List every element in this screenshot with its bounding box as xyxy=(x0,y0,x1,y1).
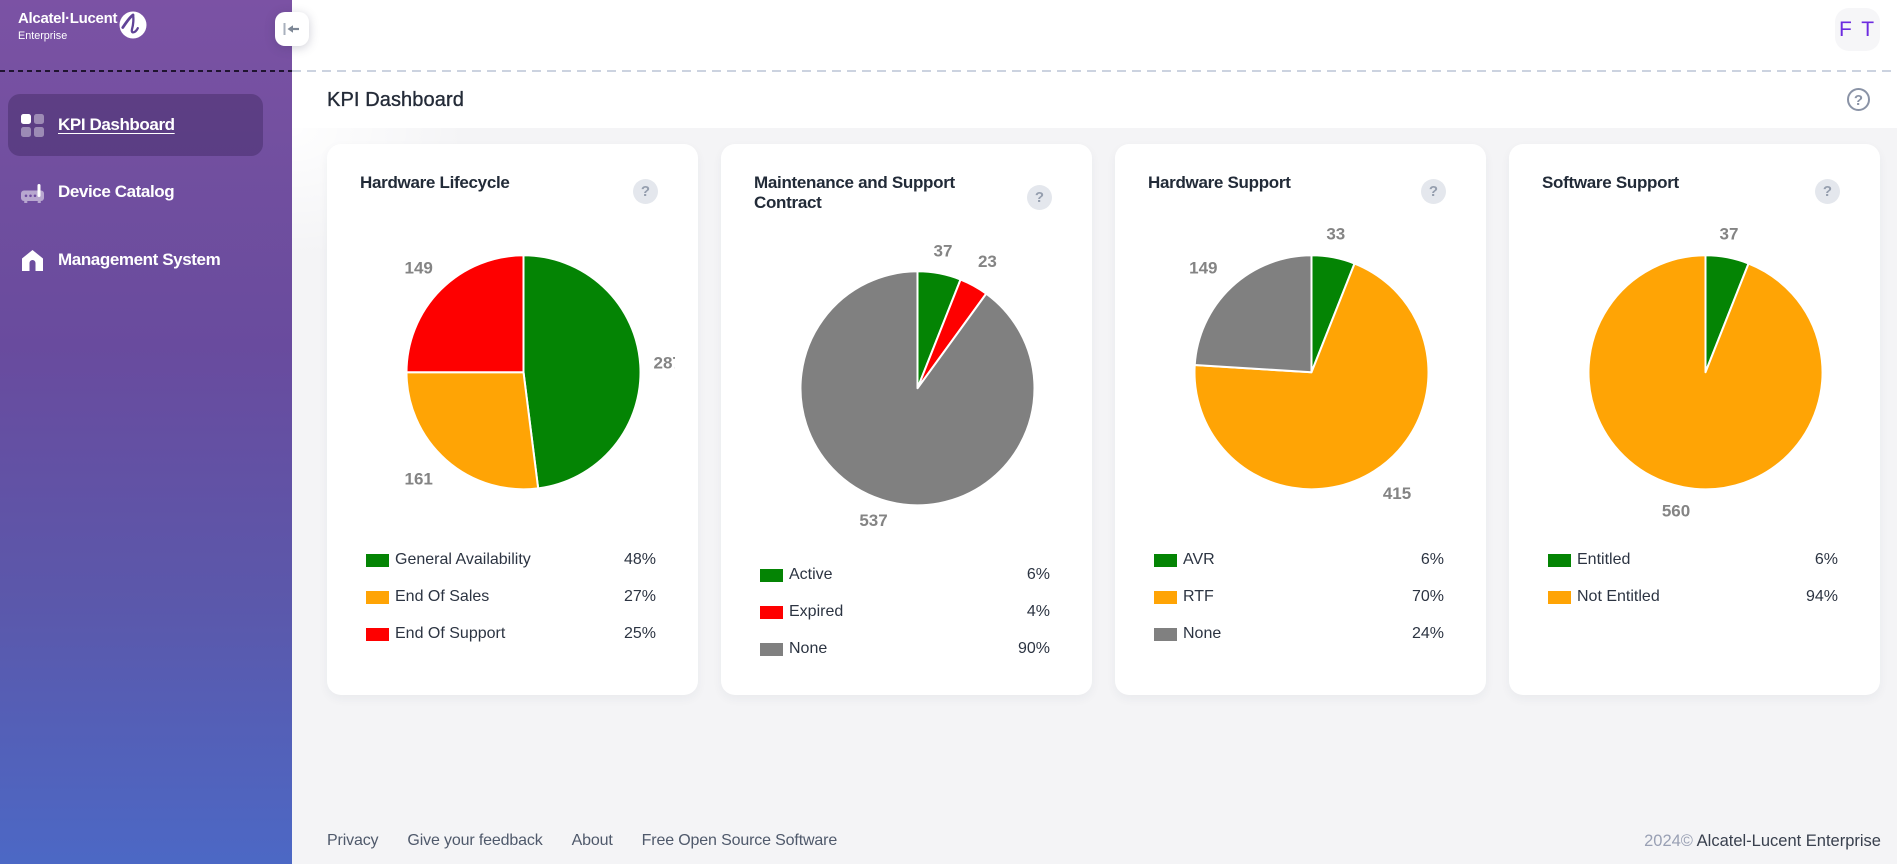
svg-text:37: 37 xyxy=(1720,225,1739,244)
svg-text:161: 161 xyxy=(405,470,433,489)
svg-text:37: 37 xyxy=(934,242,953,261)
svg-text:415: 415 xyxy=(1383,484,1411,503)
svg-text:33: 33 xyxy=(1326,225,1345,244)
svg-text:560: 560 xyxy=(1662,502,1690,521)
svg-text:287: 287 xyxy=(654,354,676,373)
svg-text:23: 23 xyxy=(978,252,997,271)
svg-text:149: 149 xyxy=(405,259,433,278)
svg-text:149: 149 xyxy=(1189,259,1217,278)
svg-text:537: 537 xyxy=(859,511,887,530)
